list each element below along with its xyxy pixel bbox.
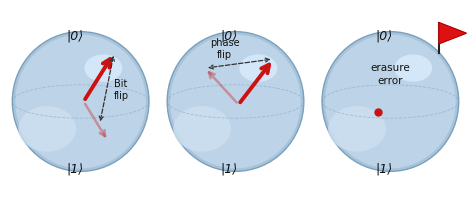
Polygon shape <box>439 23 466 45</box>
Ellipse shape <box>322 32 459 172</box>
Text: |1⟩: |1⟩ <box>66 162 83 175</box>
Text: |0⟩: |0⟩ <box>221 29 238 42</box>
Ellipse shape <box>16 35 146 169</box>
Text: |0⟩: |0⟩ <box>66 29 83 42</box>
Text: flip: flip <box>217 50 232 60</box>
Ellipse shape <box>394 55 432 82</box>
Ellipse shape <box>84 55 122 82</box>
Text: |0⟩: |0⟩ <box>376 29 393 42</box>
Text: erasure: erasure <box>371 62 410 72</box>
Text: |1⟩: |1⟩ <box>376 162 393 175</box>
Ellipse shape <box>170 35 301 169</box>
Ellipse shape <box>325 35 455 169</box>
Text: phase: phase <box>210 38 240 48</box>
Ellipse shape <box>12 32 149 172</box>
Ellipse shape <box>328 106 386 152</box>
Ellipse shape <box>239 55 277 82</box>
Text: flip: flip <box>114 91 129 101</box>
Ellipse shape <box>173 106 231 152</box>
Text: error: error <box>378 76 403 86</box>
Text: Bit: Bit <box>114 79 128 89</box>
Ellipse shape <box>167 32 304 172</box>
Ellipse shape <box>18 106 76 152</box>
Text: |1⟩: |1⟩ <box>221 162 238 175</box>
